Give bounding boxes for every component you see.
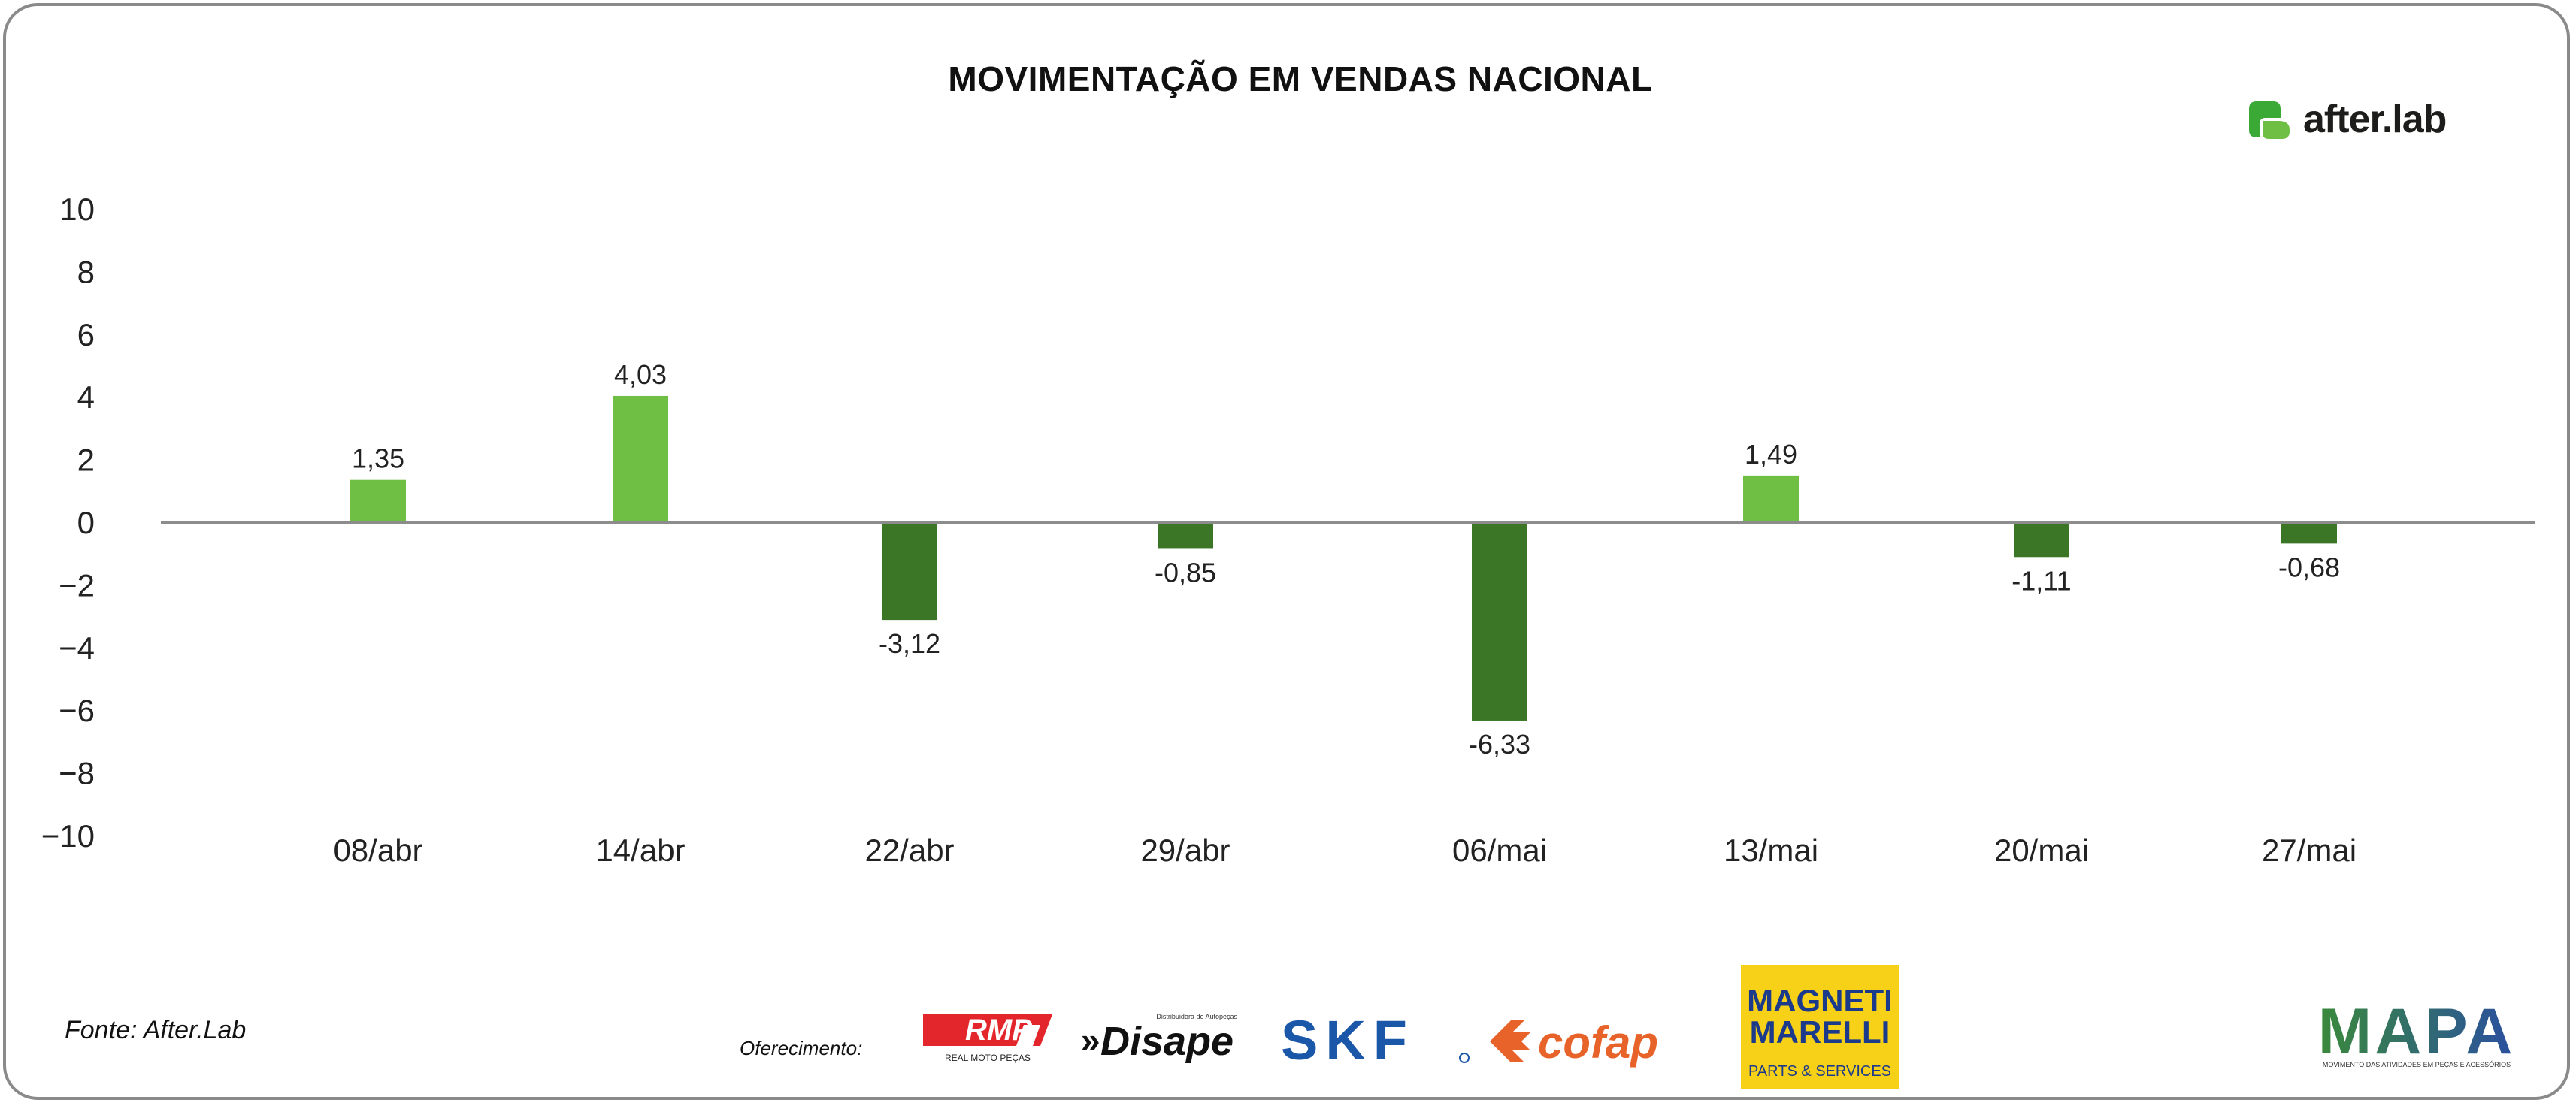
y-tick-label: 8: [77, 254, 95, 289]
y-tick-label: −2: [59, 567, 95, 603]
bar-20/mai: [2014, 522, 2069, 558]
y-axis-ticks: 10 8 6 4 2 0 −2 −4 −6 −8 −10: [41, 192, 95, 854]
data-label: -1,11: [2011, 565, 2071, 596]
x-axis-ticks: 08/abr 14/abr 22/abr 29/abr 06/mai 13/mai 20/m…: [333, 833, 2357, 868]
mapa-logo: MAPA MOVIMENTO DAS ATIVIDADES EM PEÇAS E…: [2318, 996, 2516, 1068]
x-tick-label: 29/abr: [1140, 833, 1230, 868]
data-label: -0,68: [2278, 551, 2340, 582]
mapa-tagline: MOVIMENTO DAS ATIVIDADES EM PEÇAS E ACES…: [2323, 1061, 2511, 1068]
magneti-marelli-logo: MAGNETI MARELLI PARTS & SERVICES: [1741, 965, 1899, 1089]
source-note: Fonte: After.Lab: [65, 1016, 247, 1044]
y-tick-label: −4: [59, 630, 95, 666]
data-label: -3,12: [879, 628, 940, 659]
x-tick-label: 08/abr: [333, 833, 422, 868]
after-lab-icon: [2249, 101, 2290, 139]
brand-logo: after.lab: [2243, 93, 2447, 146]
y-tick-label: 6: [77, 317, 95, 352]
bar-22/abr: [882, 522, 937, 621]
y-tick-label: 4: [77, 379, 95, 415]
x-tick-label: 27/mai: [2262, 833, 2357, 868]
chart-title: MOVIMENTAÇÃO EM VENDAS NACIONAL: [948, 59, 1653, 98]
data-label: 1,49: [1745, 439, 1797, 470]
skf-name: SKF: [1281, 1014, 1415, 1067]
x-tick-label: 14/abr: [595, 833, 685, 868]
x-tick-label: 22/abr: [864, 833, 954, 868]
x-tick-label: 13/mai: [1724, 833, 1818, 868]
bar-13/mai: [1743, 475, 1799, 522]
magneti-line2: MARELLI: [1750, 1014, 1890, 1050]
data-label: -0,85: [1155, 557, 1216, 588]
bar-14/abr: [613, 395, 668, 522]
chart-frame: [3, 3, 2570, 1100]
data-label: 1,35: [352, 443, 404, 474]
data-label: 4,03: [614, 359, 667, 390]
disape-logo: » Disape Distribuidora de Autopeças: [1081, 1013, 1237, 1064]
disape-tagline: Distribuidora de Autopeças: [1156, 1013, 1237, 1020]
y-tick-label: −8: [59, 756, 95, 791]
data-label: -6,33: [1469, 729, 1530, 760]
rmp-name: RMP: [965, 1014, 1032, 1047]
cofap-name: cofap: [1538, 1017, 1658, 1068]
bar-08/abr: [350, 479, 406, 522]
bar-06/mai: [1472, 522, 1527, 721]
skf-logo: SKF: [1281, 1014, 1470, 1067]
disape-name: Disape: [1100, 1019, 1234, 1064]
bar-27/mai: [2281, 522, 2337, 544]
cofap-logo: cofap: [1490, 1017, 1658, 1068]
rmp-tagline: REAL MOTO PEÇAS: [945, 1053, 1031, 1063]
rmp-logo: RMP REAL MOTO PEÇAS: [923, 1014, 1052, 1063]
bars: [350, 395, 2337, 721]
magneti-tagline: PARTS & SERVICES: [1748, 1063, 1891, 1080]
brand-name: after.lab: [2303, 98, 2447, 141]
y-tick-label: −6: [59, 693, 95, 728]
data-labels: 1,35 4,03 -3,12 -0,85 -6,33 1,49 -1,11 -0,68: [352, 359, 2340, 760]
magneti-line1: MAGNETI: [1747, 983, 1893, 1018]
x-tick-label: 06/mai: [1452, 833, 1547, 868]
x-tick-label: 20/mai: [1994, 833, 2089, 868]
svg-text:»: »: [1081, 1020, 1100, 1059]
y-tick-label: 0: [77, 505, 95, 540]
mapa-name: MAPA: [2318, 996, 2516, 1068]
y-tick-label: 10: [59, 192, 95, 227]
sponsor-label: Oferecimento:: [740, 1037, 863, 1059]
bar-29/abr: [1158, 522, 1213, 549]
y-tick-label: 2: [77, 443, 95, 478]
y-tick-label: −10: [41, 818, 95, 854]
